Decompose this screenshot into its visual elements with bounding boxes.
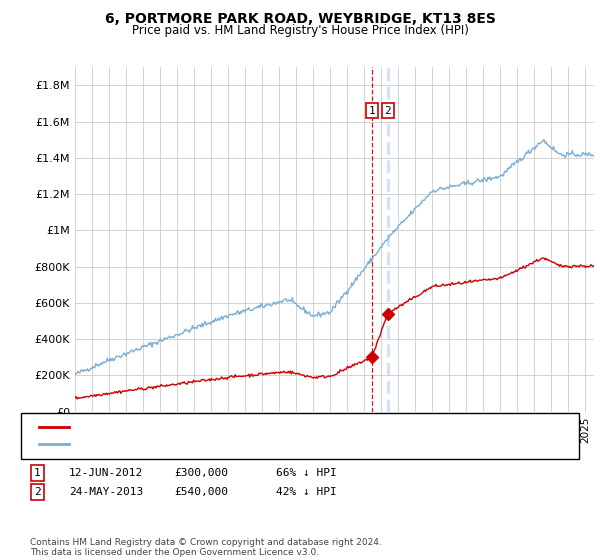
Text: 1: 1 bbox=[34, 468, 41, 478]
Text: Price paid vs. HM Land Registry's House Price Index (HPI): Price paid vs. HM Land Registry's House … bbox=[131, 24, 469, 36]
Text: £300,000: £300,000 bbox=[174, 468, 228, 478]
Text: HPI: Average price, detached house, Elmbridge: HPI: Average price, detached house, Elmb… bbox=[75, 438, 345, 449]
Text: 24-MAY-2013: 24-MAY-2013 bbox=[69, 487, 143, 497]
Text: £540,000: £540,000 bbox=[174, 487, 228, 497]
Text: 1: 1 bbox=[368, 106, 375, 116]
Text: Contains HM Land Registry data © Crown copyright and database right 2024.
This d: Contains HM Land Registry data © Crown c… bbox=[30, 538, 382, 557]
Text: 6, PORTMORE PARK ROAD, WEYBRIDGE, KT13 8ES (detached house): 6, PORTMORE PARK ROAD, WEYBRIDGE, KT13 8… bbox=[75, 422, 429, 432]
Text: 2: 2 bbox=[385, 106, 391, 116]
Text: 6, PORTMORE PARK ROAD, WEYBRIDGE, KT13 8ES: 6, PORTMORE PARK ROAD, WEYBRIDGE, KT13 8… bbox=[104, 12, 496, 26]
Text: 12-JUN-2012: 12-JUN-2012 bbox=[69, 468, 143, 478]
Text: 66% ↓ HPI: 66% ↓ HPI bbox=[276, 468, 337, 478]
Text: 2: 2 bbox=[34, 487, 41, 497]
Text: 42% ↓ HPI: 42% ↓ HPI bbox=[276, 487, 337, 497]
